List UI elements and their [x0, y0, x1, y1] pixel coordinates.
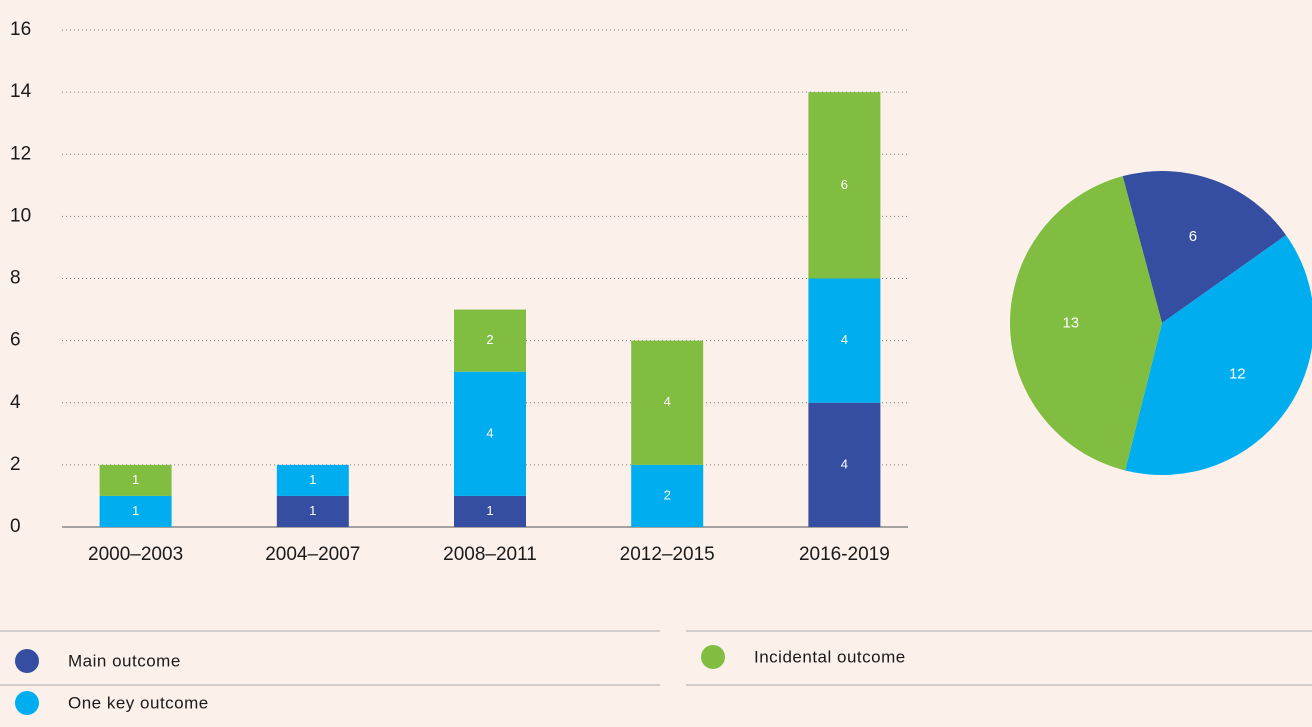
x-tick-label: 2008–2011: [443, 544, 537, 565]
pie-slice: [1122, 171, 1287, 323]
bar-segment: [808, 278, 881, 403]
data-label: 4: [841, 456, 848, 471]
x-tick-label: 2004–2007: [265, 544, 360, 565]
bar-segment: [808, 402, 881, 527]
y-tick-label: 2: [10, 454, 21, 475]
legend-label: Incidental outcome: [754, 647, 906, 666]
data-label: 1: [309, 503, 316, 518]
legend-label: One key outcome: [68, 693, 209, 712]
y-tick-label: 14: [10, 81, 32, 102]
data-label: 1: [309, 472, 316, 487]
bar-segment: [631, 464, 704, 527]
data-label: 4: [664, 394, 671, 409]
y-tick-label: 8: [10, 268, 21, 289]
pie-slice: [1125, 235, 1312, 475]
pie-slice: [1010, 176, 1162, 471]
data-label: 1: [132, 472, 139, 487]
y-tick-label: 6: [10, 330, 21, 351]
data-label: 13: [1062, 315, 1079, 332]
x-tick-label: 2016-2019: [799, 544, 890, 565]
data-label: 4: [486, 425, 493, 440]
bar-segment: [99, 495, 172, 527]
data-label: 1: [132, 503, 139, 518]
data-label: 12: [1229, 365, 1246, 382]
legend-swatch: [15, 691, 39, 715]
bar-segment: [454, 495, 526, 527]
y-tick-label: 4: [10, 392, 21, 413]
legend-swatch: [701, 645, 725, 669]
x-tick-label: 2012–2015: [620, 544, 715, 565]
y-tick-label: 10: [10, 205, 31, 226]
x-tick-label: 2000–2003: [88, 544, 183, 565]
data-label: 2: [664, 487, 671, 502]
bar-segment: [276, 464, 349, 496]
data-label: 4: [841, 332, 848, 347]
bar-segment: [276, 495, 349, 527]
y-tick-label: 12: [10, 143, 31, 164]
data-label: 2: [486, 332, 493, 347]
bar-segment: [99, 464, 172, 496]
legend-label: Main outcome: [68, 651, 181, 670]
legend-swatch: [15, 649, 39, 673]
bar-segment: [631, 340, 704, 465]
y-tick-label: 0: [10, 516, 21, 537]
data-label: 6: [841, 177, 848, 192]
y-tick-label: 16: [10, 19, 31, 40]
bar-segment: [454, 371, 526, 496]
bar-segment: [808, 92, 881, 279]
bar-segment: [454, 309, 526, 372]
data-label: 6: [1189, 228, 1197, 245]
data-label: 1: [486, 503, 493, 518]
